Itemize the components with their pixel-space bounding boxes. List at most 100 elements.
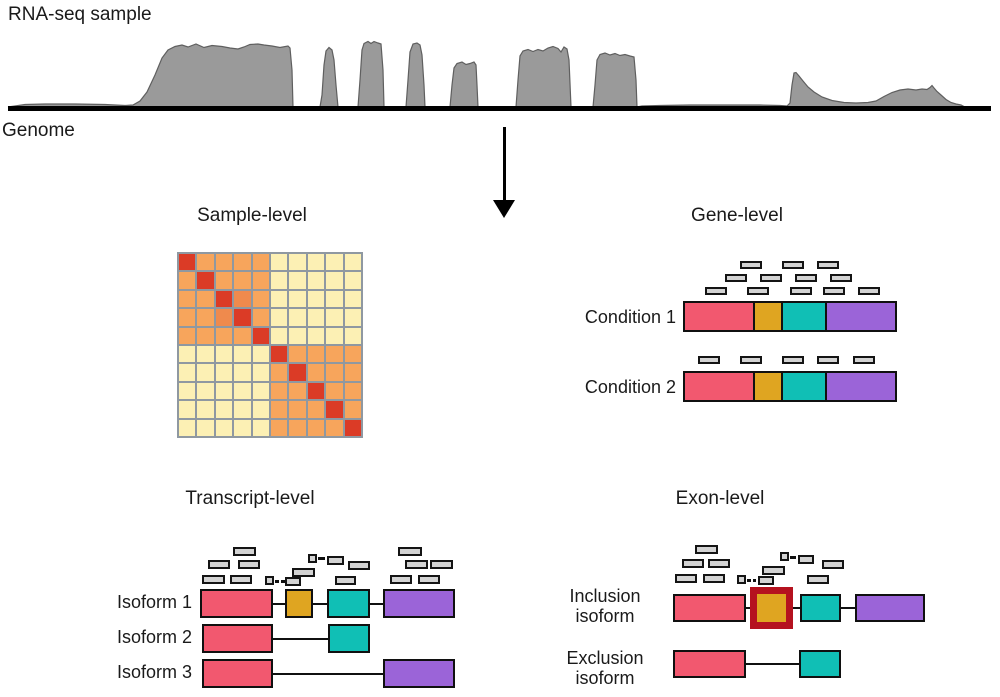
heatmap-cell-r9c7	[307, 419, 325, 436]
transcript-exon-teal	[327, 589, 370, 618]
exon-junction-dash	[753, 579, 756, 582]
heatmap-cell-r4c2	[215, 327, 233, 344]
heatmap-cell-r1c3	[234, 272, 251, 289]
transcript-intron-line	[311, 602, 329, 605]
transcript-read	[202, 575, 225, 584]
heatmap-cell-r0c9	[344, 254, 361, 271]
exon-read	[822, 560, 844, 569]
inclusion-label-line2: isoform	[575, 606, 635, 626]
transcript-junction-dash	[281, 580, 285, 583]
exon-exon-pink	[673, 650, 746, 678]
exon-junction-dash	[790, 556, 796, 559]
heatmap-cell-r5c2	[215, 345, 233, 363]
heatmap-cell-r9c5	[270, 419, 288, 436]
heatmap-cell-r8c6	[289, 401, 306, 418]
heatmap-cell-r7c2	[215, 382, 233, 400]
transcript-read	[430, 560, 453, 569]
heatmap-cell-r2c8	[326, 290, 343, 308]
transcript-intron-line	[271, 637, 330, 640]
transcript-read	[233, 547, 256, 556]
heatmap-cell-r1c9	[344, 272, 361, 289]
isoform-1-label: Isoform 1	[116, 592, 192, 612]
heatmap-cell-r3c9	[344, 309, 361, 326]
inclusion-label-line1: Inclusion	[569, 586, 641, 606]
heatmap-cell-r5c8	[326, 345, 343, 363]
heatmap-cell-r6c3	[234, 364, 251, 381]
gene-segment-pink	[683, 301, 755, 332]
heatmap-cell-r0c5	[270, 254, 288, 271]
heatmap-cell-r1c4	[252, 272, 269, 289]
heatmap-cell-r2c2	[215, 290, 233, 308]
gene-read	[782, 356, 804, 364]
exon-read	[798, 555, 814, 564]
condition-1-label: Condition 1	[584, 307, 676, 327]
heatmap-cell-r1c7	[307, 272, 325, 289]
gene-segment-purple	[825, 371, 897, 402]
heatmap-cell-r7c1	[197, 382, 214, 400]
exon-read	[695, 545, 718, 554]
heatmap-cell-r0c6	[289, 254, 306, 271]
heatmap-cell-r9c6	[289, 419, 306, 436]
coverage-track	[7, 40, 991, 111]
heatmap-cell-r9c9	[344, 419, 361, 436]
transcript-intron-line	[271, 672, 385, 675]
heatmap-cell-r1c0	[179, 272, 196, 289]
transcript-junction-read-anchor	[265, 576, 274, 585]
heatmap-cell-r0c1	[197, 254, 214, 271]
transcript-junction-dash	[275, 580, 279, 583]
exon-intron-line	[744, 663, 801, 665]
sample-level-title: Sample-level	[197, 205, 307, 226]
heatmap-cell-r4c9	[344, 327, 361, 344]
heatmap-cell-r4c5	[270, 327, 288, 344]
inclusion-isoform-label: Inclusion isoform	[545, 586, 665, 626]
exon-junction-dash	[747, 579, 751, 582]
exon-junction-read-anchor	[737, 575, 746, 584]
heatmap-cell-r7c9	[344, 382, 361, 400]
heatmap-cell-r2c5	[270, 290, 288, 308]
heatmap-cell-r5c1	[197, 345, 214, 363]
heatmap-cell-r2c0	[179, 290, 196, 308]
gene-read	[725, 274, 747, 282]
heatmap-cell-r2c4	[252, 290, 269, 308]
heatmap-cell-r0c8	[326, 254, 343, 271]
exon-exon-purple	[855, 594, 925, 622]
gene-read	[817, 261, 839, 269]
heatmap-cell-r6c5	[270, 364, 288, 381]
heatmap-cell-r3c6	[289, 309, 306, 326]
gene-read	[740, 261, 762, 269]
heatmap-cell-r6c2	[215, 364, 233, 381]
heatmap-cell-r3c5	[270, 309, 288, 326]
heatmap-cell-r6c4	[252, 364, 269, 381]
transcript-read	[418, 575, 440, 584]
heatmap-cell-r5c5	[270, 345, 288, 363]
heatmap-cell-r3c1	[197, 309, 214, 326]
genome-label: Genome	[2, 120, 75, 141]
exclusion-label-line2: isoform	[575, 668, 635, 688]
heatmap-cell-r1c1	[197, 272, 214, 289]
heatmap-cell-r3c8	[326, 309, 343, 326]
exon-read	[675, 574, 697, 583]
exon-read	[703, 574, 725, 583]
gene-read	[858, 287, 880, 295]
gene-read	[790, 287, 812, 295]
transcript-intron-line	[271, 602, 287, 605]
heatmap-cell-r9c3	[234, 419, 251, 436]
exon-junction-read-anchor	[780, 552, 789, 561]
heatmap-cell-r3c2	[215, 309, 233, 326]
heatmap-cell-r2c9	[344, 290, 361, 308]
heatmap-cell-r8c1	[197, 401, 214, 418]
heatmap-cell-r8c4	[252, 401, 269, 418]
transcript-read	[285, 577, 301, 586]
heatmap-cell-r2c3	[234, 290, 251, 308]
heatmap-cell-r5c0	[179, 345, 196, 363]
transcript-read	[208, 560, 230, 569]
gene-read	[782, 261, 804, 269]
exon-read	[682, 559, 704, 568]
transcript-exon-pink	[202, 624, 273, 653]
heatmap-cell-r8c8	[326, 401, 343, 418]
transcript-read	[335, 576, 356, 585]
heatmap-cell-r0c2	[215, 254, 233, 271]
heatmap-cell-r4c0	[179, 327, 196, 344]
isoform-3-label: Isoform 3	[116, 662, 192, 682]
heatmap-cell-r9c2	[215, 419, 233, 436]
